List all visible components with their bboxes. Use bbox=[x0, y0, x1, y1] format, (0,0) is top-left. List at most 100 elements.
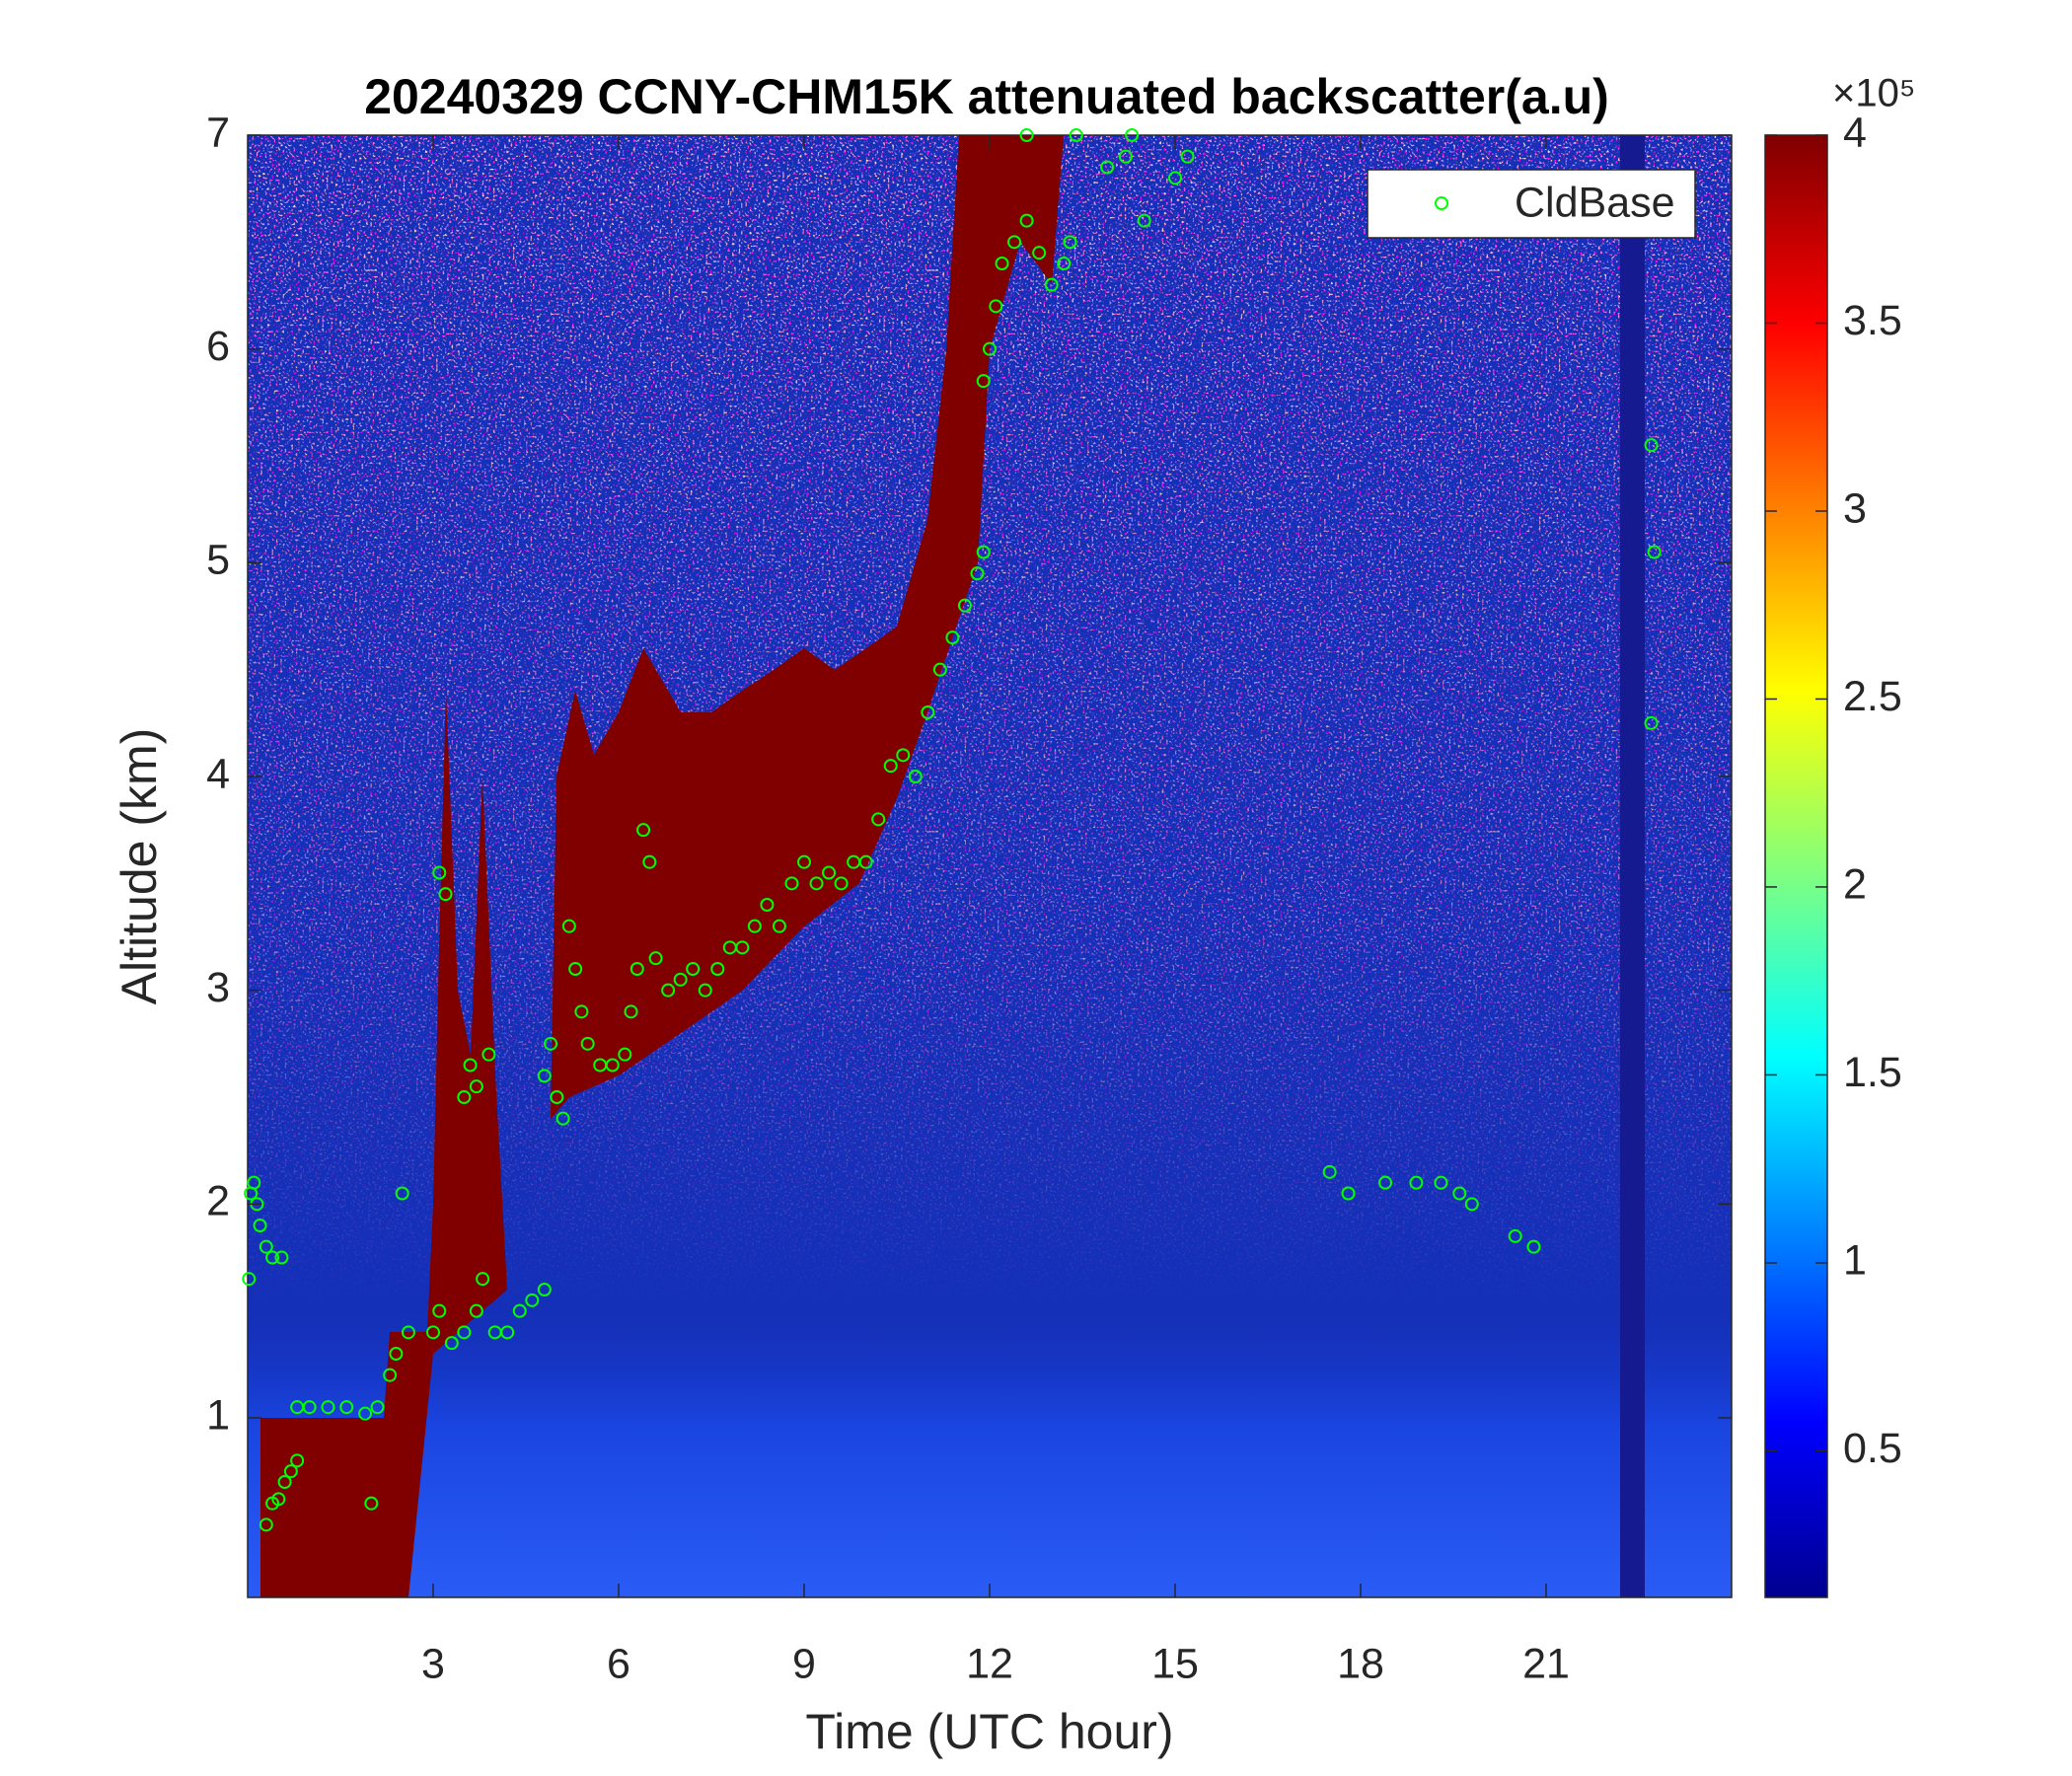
cloud-base-point bbox=[580, 1036, 595, 1051]
cloud-base-point bbox=[1341, 1186, 1356, 1201]
cloud-base-point bbox=[550, 1090, 564, 1104]
cloud-base-point bbox=[1125, 128, 1140, 142]
cloud-base-point bbox=[976, 545, 991, 559]
cloud-base-point bbox=[457, 1090, 472, 1104]
cloud-base-point bbox=[457, 1325, 472, 1340]
colorbar-scale-label: ×10⁵ bbox=[1832, 72, 1915, 115]
colorbar-tick-label: 1.5 bbox=[1843, 1049, 1902, 1096]
cloud-base-point bbox=[537, 1283, 552, 1296]
cloud-base-point bbox=[1464, 1197, 1479, 1212]
cloud-base-point bbox=[481, 1047, 496, 1062]
cloud-base-point bbox=[1409, 1175, 1424, 1190]
cloud-base-point bbox=[698, 983, 712, 998]
colorbar bbox=[1764, 134, 1828, 1598]
cloud-base-point bbox=[277, 1475, 292, 1489]
cloud-base-point bbox=[321, 1400, 335, 1415]
cloud-base-point bbox=[1057, 257, 1072, 270]
cloud-base-point bbox=[735, 940, 750, 955]
cloud-base-point bbox=[784, 876, 799, 891]
cloud-base-point bbox=[896, 748, 911, 763]
cloud-base-point bbox=[259, 1239, 273, 1254]
x-axis-label: Time (UTC hour) bbox=[805, 1704, 1173, 1759]
cloud-base-point bbox=[395, 1186, 409, 1201]
cloud-base-point bbox=[983, 341, 997, 356]
colorbar-tick-label: 4 bbox=[1843, 109, 1867, 156]
y-tick-label: 5 bbox=[206, 537, 230, 584]
cloud-base-point bbox=[1007, 235, 1022, 250]
legend-label: CldBase bbox=[1515, 179, 1675, 226]
cloud-base-point bbox=[274, 1250, 289, 1265]
cloud-base-point bbox=[469, 1079, 483, 1094]
x-tick-label: 9 bbox=[792, 1640, 816, 1687]
cloud-base-point bbox=[253, 1219, 267, 1232]
colorbar-tick-label: 1 bbox=[1843, 1236, 1867, 1284]
cloud-base-point bbox=[834, 876, 849, 891]
y-tick-label: 7 bbox=[206, 109, 230, 156]
cloud-base-point bbox=[432, 1303, 447, 1318]
y-tick-label: 3 bbox=[206, 964, 230, 1011]
legend-box bbox=[1367, 169, 1696, 239]
x-tick-label: 3 bbox=[421, 1640, 445, 1687]
legend: CldBase bbox=[1367, 169, 1696, 239]
cloud-base-point bbox=[1032, 246, 1047, 260]
x-tick-label: 18 bbox=[1337, 1640, 1384, 1687]
cloud-base-point bbox=[809, 876, 824, 891]
colorbar-tick-label: 3 bbox=[1843, 484, 1867, 532]
cloud-base-point bbox=[932, 662, 947, 677]
cloud-base-point bbox=[364, 1496, 379, 1511]
x-tick-label: 12 bbox=[966, 1640, 1013, 1687]
cloud-base-point bbox=[822, 865, 837, 880]
cloud-base-point bbox=[290, 1453, 305, 1468]
cloud-base-point bbox=[747, 919, 762, 933]
cloud-base-point bbox=[1647, 545, 1662, 559]
cloud-base-point bbox=[1452, 1186, 1467, 1201]
cloud-base-point bbox=[544, 1036, 558, 1051]
cloud-base-point bbox=[247, 1175, 261, 1190]
colorbar-tick-label: 3.5 bbox=[1843, 297, 1902, 344]
cloud-base-point bbox=[426, 1325, 440, 1340]
cloud-base-point bbox=[605, 1058, 620, 1073]
cloud-base-point bbox=[265, 1250, 280, 1265]
cloud-base-point bbox=[858, 854, 873, 869]
cloud-base-point bbox=[271, 1492, 286, 1507]
cloud-base-point bbox=[1378, 1175, 1393, 1190]
cloud-base-point bbox=[921, 705, 935, 719]
cloud-base-point bbox=[618, 1047, 632, 1062]
cloud-base-point bbox=[957, 598, 972, 613]
cloud-base-point bbox=[1644, 438, 1659, 453]
legend-marker bbox=[1435, 196, 1448, 210]
cloud-base-point bbox=[339, 1400, 354, 1415]
cloud-base-point bbox=[989, 299, 1003, 314]
cloud-base-point bbox=[1019, 213, 1034, 228]
cloud-base-point bbox=[444, 1336, 459, 1351]
cloud-base-point bbox=[673, 972, 688, 987]
cloud-base-point bbox=[259, 1517, 273, 1532]
cloud-base-point bbox=[568, 962, 583, 976]
cloud-base-point bbox=[648, 951, 663, 966]
cloud-base-point bbox=[908, 770, 923, 783]
cloud-base-point bbox=[760, 898, 775, 912]
cloud-base-point bbox=[976, 374, 991, 389]
cloud-base-point bbox=[629, 962, 644, 976]
cloud-base-point bbox=[945, 630, 960, 645]
chart-title: 20240329 CCNY-CHM15K attenuated backscat… bbox=[364, 69, 1609, 124]
cloud-base-point bbox=[1322, 1164, 1337, 1179]
cloud-base-point bbox=[970, 566, 985, 581]
cloud-base-point bbox=[1118, 149, 1133, 164]
y-tick-label: 2 bbox=[206, 1178, 230, 1225]
cloud-base-point bbox=[525, 1293, 540, 1307]
cloud-base-point bbox=[772, 919, 786, 933]
cloud-base-point bbox=[370, 1400, 385, 1415]
cloud-base-point bbox=[661, 983, 676, 998]
y-axis-label: Altitude (km) bbox=[111, 728, 167, 1005]
cloud-base-point bbox=[432, 865, 447, 880]
cloud-base-point bbox=[438, 887, 453, 902]
cloud-base-point bbox=[574, 1004, 589, 1019]
cloud-base-point bbox=[871, 812, 886, 827]
cloud-base-point bbox=[537, 1069, 552, 1083]
y-tick-label: 1 bbox=[206, 1391, 230, 1439]
cloud-base-point bbox=[512, 1303, 527, 1318]
cloud-base-point bbox=[1434, 1175, 1448, 1190]
cloud-base-point bbox=[561, 919, 576, 933]
